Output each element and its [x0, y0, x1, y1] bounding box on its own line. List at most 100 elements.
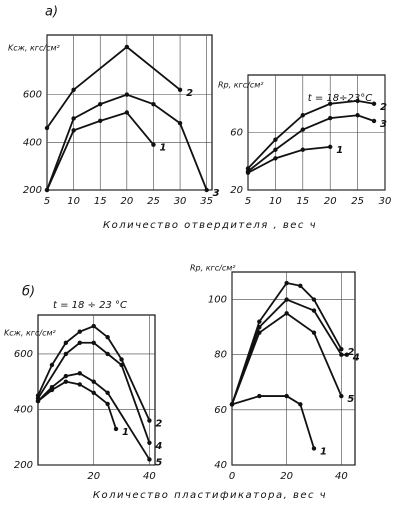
y-tick-label: 200 — [14, 460, 33, 471]
point — [284, 311, 289, 316]
curve — [231, 282, 343, 405]
point — [339, 347, 344, 352]
y-tick-label: 80 — [214, 350, 227, 361]
y-tick-label: 400 — [23, 137, 42, 148]
curve — [247, 114, 375, 173]
x-tick-label: 5 — [245, 196, 251, 207]
y-tick-label: 400 — [14, 404, 33, 415]
point — [151, 101, 156, 107]
y-tick-label: 60 — [230, 128, 243, 139]
point — [298, 402, 303, 407]
x-tick-label: 30 — [379, 196, 392, 207]
series-label: 1 — [336, 145, 343, 156]
series-label: 2 — [155, 419, 162, 430]
x-tick-label: 40 — [335, 471, 348, 482]
y-axis-label: Kсж, кгс/см² — [8, 44, 61, 53]
point — [63, 340, 69, 345]
point — [119, 357, 124, 362]
point — [257, 319, 262, 324]
point — [147, 440, 152, 445]
plot-frame — [46, 34, 213, 191]
x-tick-label: 15 — [296, 196, 309, 207]
x-tick-label: 40 — [143, 471, 156, 482]
y-tick-label: 600 — [23, 90, 42, 101]
point — [91, 390, 96, 395]
y-axis-label: Rр, кгс/см² — [190, 264, 236, 273]
point — [273, 137, 278, 142]
point — [257, 393, 262, 399]
point — [229, 402, 235, 407]
x-tick-label: 5 — [44, 196, 50, 207]
x-tick-label: 25 — [351, 196, 364, 207]
x-axis-label: Количество пластификатора, вес ч — [93, 490, 327, 501]
y-tick-label: 40 — [214, 460, 227, 471]
point — [371, 118, 377, 124]
annotation: t = 18 ÷ 23 °C — [53, 300, 127, 311]
point — [355, 98, 360, 104]
point — [98, 101, 103, 107]
point — [77, 340, 82, 345]
point — [298, 283, 303, 288]
point — [44, 125, 50, 131]
x-tick-label: 10 — [67, 196, 80, 207]
point — [311, 297, 317, 302]
point — [124, 44, 130, 50]
point — [300, 127, 305, 132]
point — [35, 398, 41, 404]
series-label: 3 — [213, 188, 220, 199]
point — [328, 144, 333, 150]
y-axis-label: Kсж, кгс/см² — [4, 329, 57, 338]
y-tick-label: 100 — [208, 295, 227, 306]
point — [105, 401, 110, 407]
point — [311, 308, 317, 313]
series-label: 5 — [155, 457, 162, 468]
point — [71, 128, 76, 133]
point — [105, 390, 110, 395]
point — [273, 156, 278, 161]
point — [113, 426, 119, 432]
series-label: 1 — [159, 143, 166, 154]
point — [177, 121, 183, 126]
series-label: 1 — [122, 427, 129, 438]
series-label: 4 — [154, 441, 162, 452]
point — [300, 113, 305, 118]
point — [355, 113, 360, 118]
point — [257, 324, 262, 330]
series-label: 2 — [347, 347, 354, 358]
point — [71, 87, 76, 93]
y-tick-label: 600 — [14, 349, 33, 360]
y-tick-label: 20 — [230, 185, 243, 196]
x-tick-label: 15 — [94, 196, 107, 207]
series-label: 2 — [380, 102, 387, 113]
curve — [46, 45, 181, 129]
point — [311, 446, 317, 451]
panel-label: б) — [22, 285, 35, 300]
point — [77, 329, 82, 334]
point — [257, 330, 262, 335]
x-tick-label: 20 — [120, 196, 133, 207]
point — [273, 147, 278, 152]
plot-frame — [37, 314, 156, 466]
x-axis-label: Количество отвердителя , вес ч — [103, 220, 317, 231]
point — [151, 142, 156, 147]
point — [339, 352, 344, 357]
point — [91, 340, 96, 345]
annotation: t = 18÷23°C — [308, 93, 372, 104]
point — [284, 297, 289, 302]
y-tick-label: 200 — [23, 185, 42, 196]
point — [177, 87, 183, 93]
plot-frame — [231, 271, 356, 466]
point — [204, 187, 209, 193]
x-tick-label: 25 — [147, 196, 160, 207]
curve — [247, 145, 331, 174]
y-tick-label: 60 — [214, 405, 227, 416]
series-label: 5 — [347, 394, 354, 405]
point — [63, 379, 69, 384]
point — [124, 92, 130, 97]
point — [339, 393, 344, 399]
point — [328, 101, 333, 106]
point — [284, 280, 289, 286]
point — [91, 323, 96, 329]
point — [311, 330, 317, 335]
